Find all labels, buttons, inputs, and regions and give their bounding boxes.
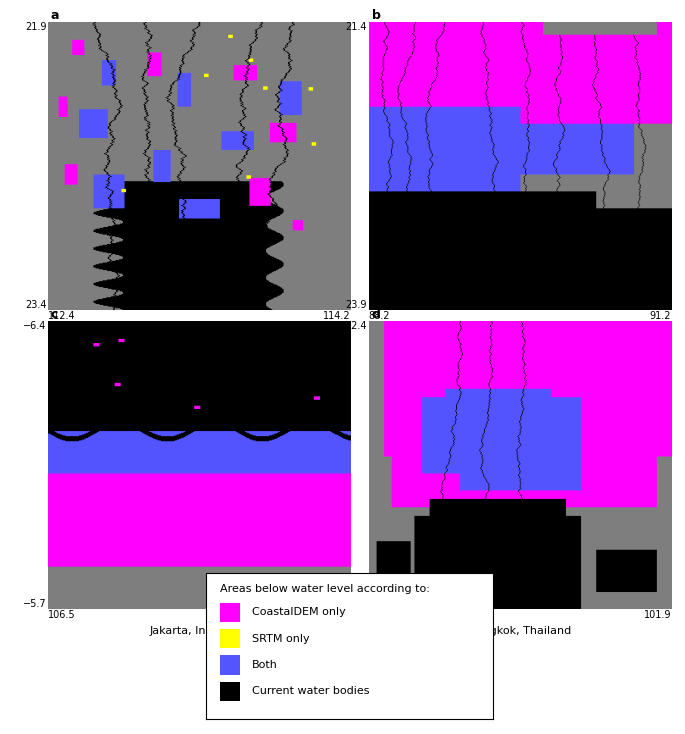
Text: 101.9: 101.9 <box>644 610 671 620</box>
Bar <box>220 629 240 648</box>
Text: Bangkok, Thailand: Bangkok, Thailand <box>469 626 571 636</box>
Text: c: c <box>51 308 58 321</box>
Text: −5.7: −5.7 <box>23 599 47 608</box>
Text: 107.2: 107.2 <box>323 610 351 620</box>
Text: 23.4: 23.4 <box>25 299 47 310</box>
Text: SRTM only: SRTM only <box>251 633 309 644</box>
Text: Both: Both <box>251 660 277 670</box>
Text: −6.4: −6.4 <box>23 321 47 331</box>
Text: 114.2: 114.2 <box>323 311 351 321</box>
Text: 106.5: 106.5 <box>48 610 75 620</box>
Text: 99.4: 99.4 <box>369 610 390 620</box>
Text: 21.9: 21.9 <box>25 22 47 32</box>
Text: Bangladesh: Bangladesh <box>487 327 553 337</box>
Text: 23.9: 23.9 <box>346 299 367 310</box>
Text: 21.4: 21.4 <box>346 22 367 32</box>
Text: Jakarta, Indonesia: Jakarta, Indonesia <box>149 626 249 636</box>
Text: CoastalDEM only: CoastalDEM only <box>251 607 345 617</box>
Bar <box>220 682 240 701</box>
Text: 88.2: 88.2 <box>369 311 390 321</box>
Bar <box>220 655 240 675</box>
Bar <box>220 603 240 622</box>
Text: 12.4: 12.4 <box>346 321 367 331</box>
Text: Pearl River Delta, China: Pearl River Delta, China <box>133 327 266 337</box>
Text: Current water bodies: Current water bodies <box>251 686 369 697</box>
Text: d: d <box>372 308 381 321</box>
Text: 14.5: 14.5 <box>346 599 367 608</box>
Text: 91.2: 91.2 <box>650 311 671 321</box>
Text: 112.4: 112.4 <box>48 311 75 321</box>
Text: a: a <box>51 9 60 22</box>
Text: b: b <box>372 9 381 22</box>
Text: Areas below water level according to:: Areas below water level according to: <box>220 584 429 595</box>
